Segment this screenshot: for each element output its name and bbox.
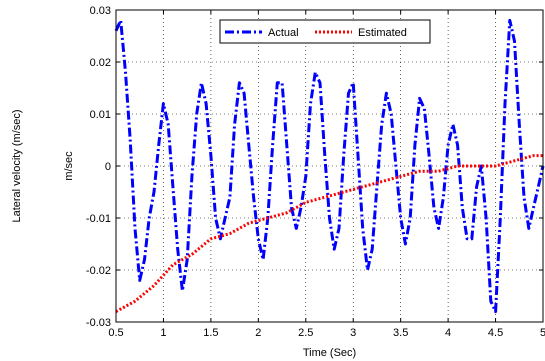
series-line-estimated: [115, 154, 543, 313]
x-tick-label: 1: [160, 327, 166, 339]
series-line-actual: [114, 18, 545, 314]
x-tick-label: 3.5: [393, 327, 408, 339]
y-tick-label: -0.02: [86, 265, 111, 277]
x-tick-labels: 0.5 1 1.5 2 2.5 3 3.5 4 4.5 5: [108, 327, 545, 339]
x-tick-label: 3: [350, 327, 356, 339]
y-tick-label: 0.02: [90, 57, 111, 69]
x-tick-label: 0.5: [108, 327, 123, 339]
x-axis-title: Time (Sec): [303, 347, 356, 359]
x-tick-label: 4: [445, 327, 451, 339]
series-layer: [114, 18, 545, 314]
legend-label-estimated: Estimated: [358, 27, 407, 39]
outer-y-axis-title: Lateral velocity (m/sec): [11, 109, 23, 222]
x-tick-label: 1.5: [203, 327, 218, 339]
y-tick-label: 0.03: [90, 5, 111, 17]
y-tick-label: -0.01: [86, 213, 111, 225]
y-tick-labels: -0.03 -0.02 -0.01 0 0.01 0.02 0.03: [86, 5, 111, 329]
x-tick-label: 5: [540, 327, 545, 339]
legend-label-actual: Actual: [268, 27, 299, 39]
y-tick-label: 0: [105, 161, 111, 173]
tick-marks: [115, 9, 544, 323]
x-tick-label: 2: [255, 327, 261, 339]
y-tick-label: 0.01: [90, 109, 111, 121]
y-tick-label: -0.03: [86, 317, 111, 329]
x-tick-label: 4.5: [488, 327, 503, 339]
y-axis-title: m/sec: [63, 151, 75, 181]
legend: Actual Estimated: [219, 19, 431, 44]
x-tick-label: 2.5: [298, 327, 313, 339]
